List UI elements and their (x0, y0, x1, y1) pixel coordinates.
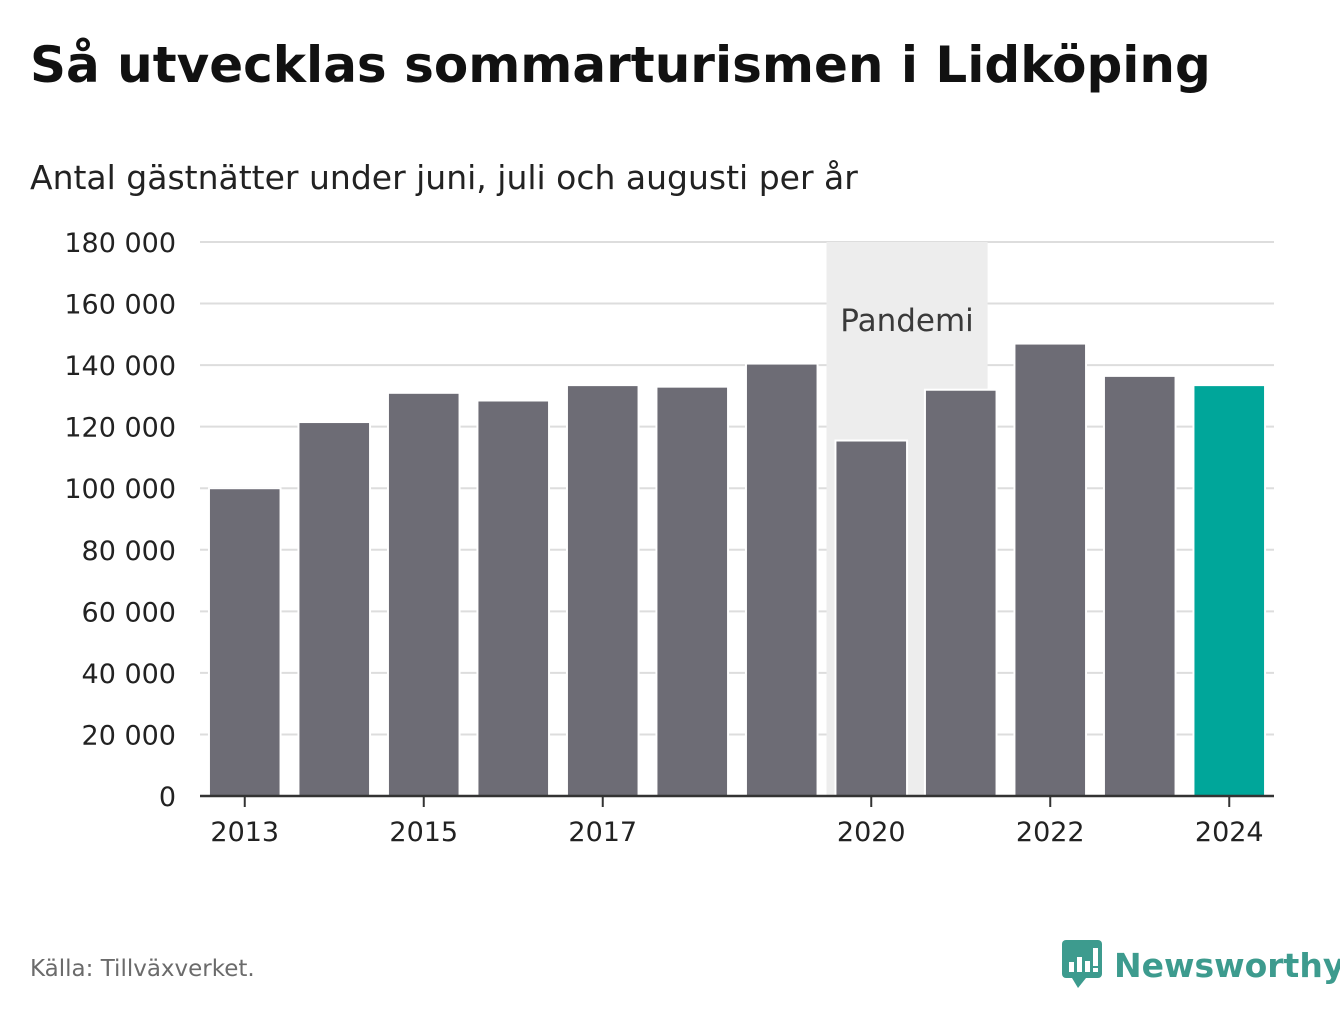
y-tick-label: 0 (159, 782, 176, 813)
bar (386, 391, 461, 797)
y-tick-label: 100 000 (64, 474, 176, 505)
x-tick-label: 2020 (837, 817, 906, 848)
y-tick-label: 180 000 (64, 228, 176, 259)
x-tick-label: 2015 (389, 817, 458, 848)
y-tick-label: 60 000 (82, 597, 176, 628)
bar (297, 421, 372, 797)
chart-title: Så utvecklas sommarturismen i Lidköping (30, 36, 1211, 94)
newsworthy-logo-icon (1062, 940, 1102, 988)
y-tick-label: 120 000 (64, 413, 176, 444)
brand-logo: Newsworthy (1062, 940, 1340, 990)
y-tick-label: 40 000 (82, 659, 176, 690)
bar (1102, 374, 1177, 797)
pandemic-label: Pandemi (840, 303, 974, 339)
y-tick-label: 80 000 (82, 536, 176, 567)
chart-subtitle: Antal gästnätter under juni, juli och au… (30, 158, 858, 197)
x-tick-label: 2022 (1016, 817, 1085, 848)
source-note: Källa: Tillväxverket. (30, 956, 255, 982)
bar-highlight (1192, 384, 1267, 797)
bar (655, 385, 730, 797)
bar (744, 362, 819, 797)
x-tick-label: 2013 (210, 817, 279, 848)
bar (476, 399, 551, 797)
y-tick-label: 160 000 (64, 290, 176, 321)
bar (207, 487, 282, 797)
bar (565, 384, 640, 797)
brand-name: Newsworthy (1114, 945, 1340, 985)
bar (834, 439, 909, 797)
bar (1013, 342, 1088, 797)
y-tick-label: 140 000 (64, 351, 176, 382)
x-tick-label: 2017 (568, 817, 637, 848)
x-tick-label: 2024 (1195, 817, 1264, 848)
y-tick-label: 20 000 (82, 720, 176, 751)
bar (923, 388, 998, 797)
